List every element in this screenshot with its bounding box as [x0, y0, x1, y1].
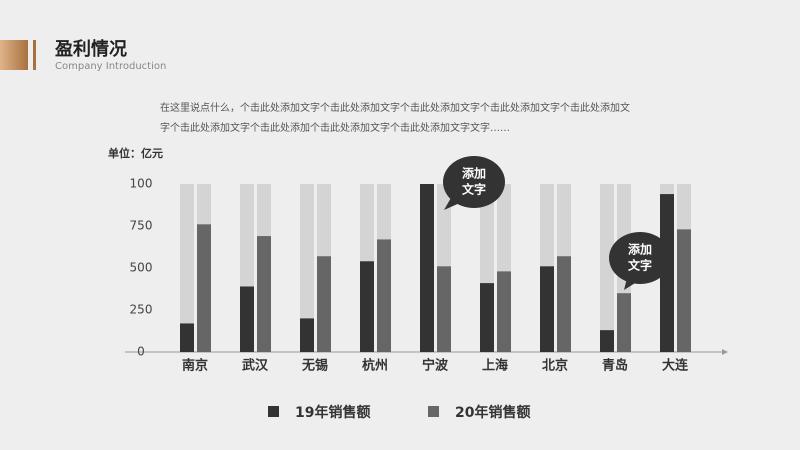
x-tick-label: 武汉 [242, 358, 269, 374]
x-tick-label: 大连 [662, 358, 689, 374]
legend-label: 20年销售额 [455, 404, 530, 421]
bar [420, 184, 434, 352]
bar [497, 271, 511, 352]
bar [660, 194, 674, 352]
callout-text: 添加 [462, 166, 486, 181]
legend-label: 19年销售额 [295, 404, 370, 421]
bar [240, 286, 254, 352]
bar-track [180, 184, 194, 352]
bar [600, 330, 614, 352]
subtitle: Company Introduction [55, 61, 166, 72]
callout-text: 添加 [628, 242, 652, 257]
x-tick-label: 宁波 [422, 358, 449, 374]
bar [317, 256, 331, 352]
y-tick-label: 0 [137, 345, 145, 359]
x-tick-label: 无锡 [301, 358, 328, 374]
header-block [0, 40, 28, 70]
y-tick-label: 100 [130, 177, 153, 191]
callout-text: 文字 [462, 182, 486, 197]
unit-label: 单位：亿元 [108, 146, 163, 160]
bar [540, 266, 554, 352]
paragraph-line: 字个击此处添加文字个击此处添加个击此处添加文字个击此处添加文字文字…… [160, 121, 510, 134]
bar [197, 224, 211, 352]
legend-swatch [428, 406, 439, 417]
paragraph-line: 在这里说点什么，个击此处添加文字个击此处添加文字个击此处添加文字个击此处添加文字… [160, 101, 630, 114]
bar [617, 293, 631, 352]
callout [609, 232, 671, 284]
axis-arrow [722, 349, 728, 355]
y-tick-label: 500 [130, 261, 153, 275]
y-tick-label: 250 [130, 303, 153, 317]
bar-track [600, 184, 614, 352]
y-tick-label: 750 [130, 219, 153, 233]
bar [677, 229, 691, 352]
callout [443, 156, 505, 208]
bar [180, 323, 194, 352]
header-bar [33, 40, 36, 70]
bar [377, 239, 391, 352]
x-tick-label: 上海 [482, 358, 508, 374]
bar [300, 318, 314, 352]
legend-swatch [268, 406, 279, 417]
bar [437, 266, 451, 352]
x-tick-label: 南京 [182, 358, 208, 374]
bar [360, 261, 374, 352]
bar [480, 283, 494, 352]
bar [557, 256, 571, 352]
bar-track [300, 184, 314, 352]
callout-text: 文字 [628, 258, 652, 273]
bar [257, 236, 271, 352]
title: 盈利情况 [54, 38, 127, 60]
x-tick-label: 杭州 [362, 358, 388, 374]
x-tick-label: 北京 [542, 358, 568, 374]
x-tick-label: 青岛 [602, 358, 628, 374]
